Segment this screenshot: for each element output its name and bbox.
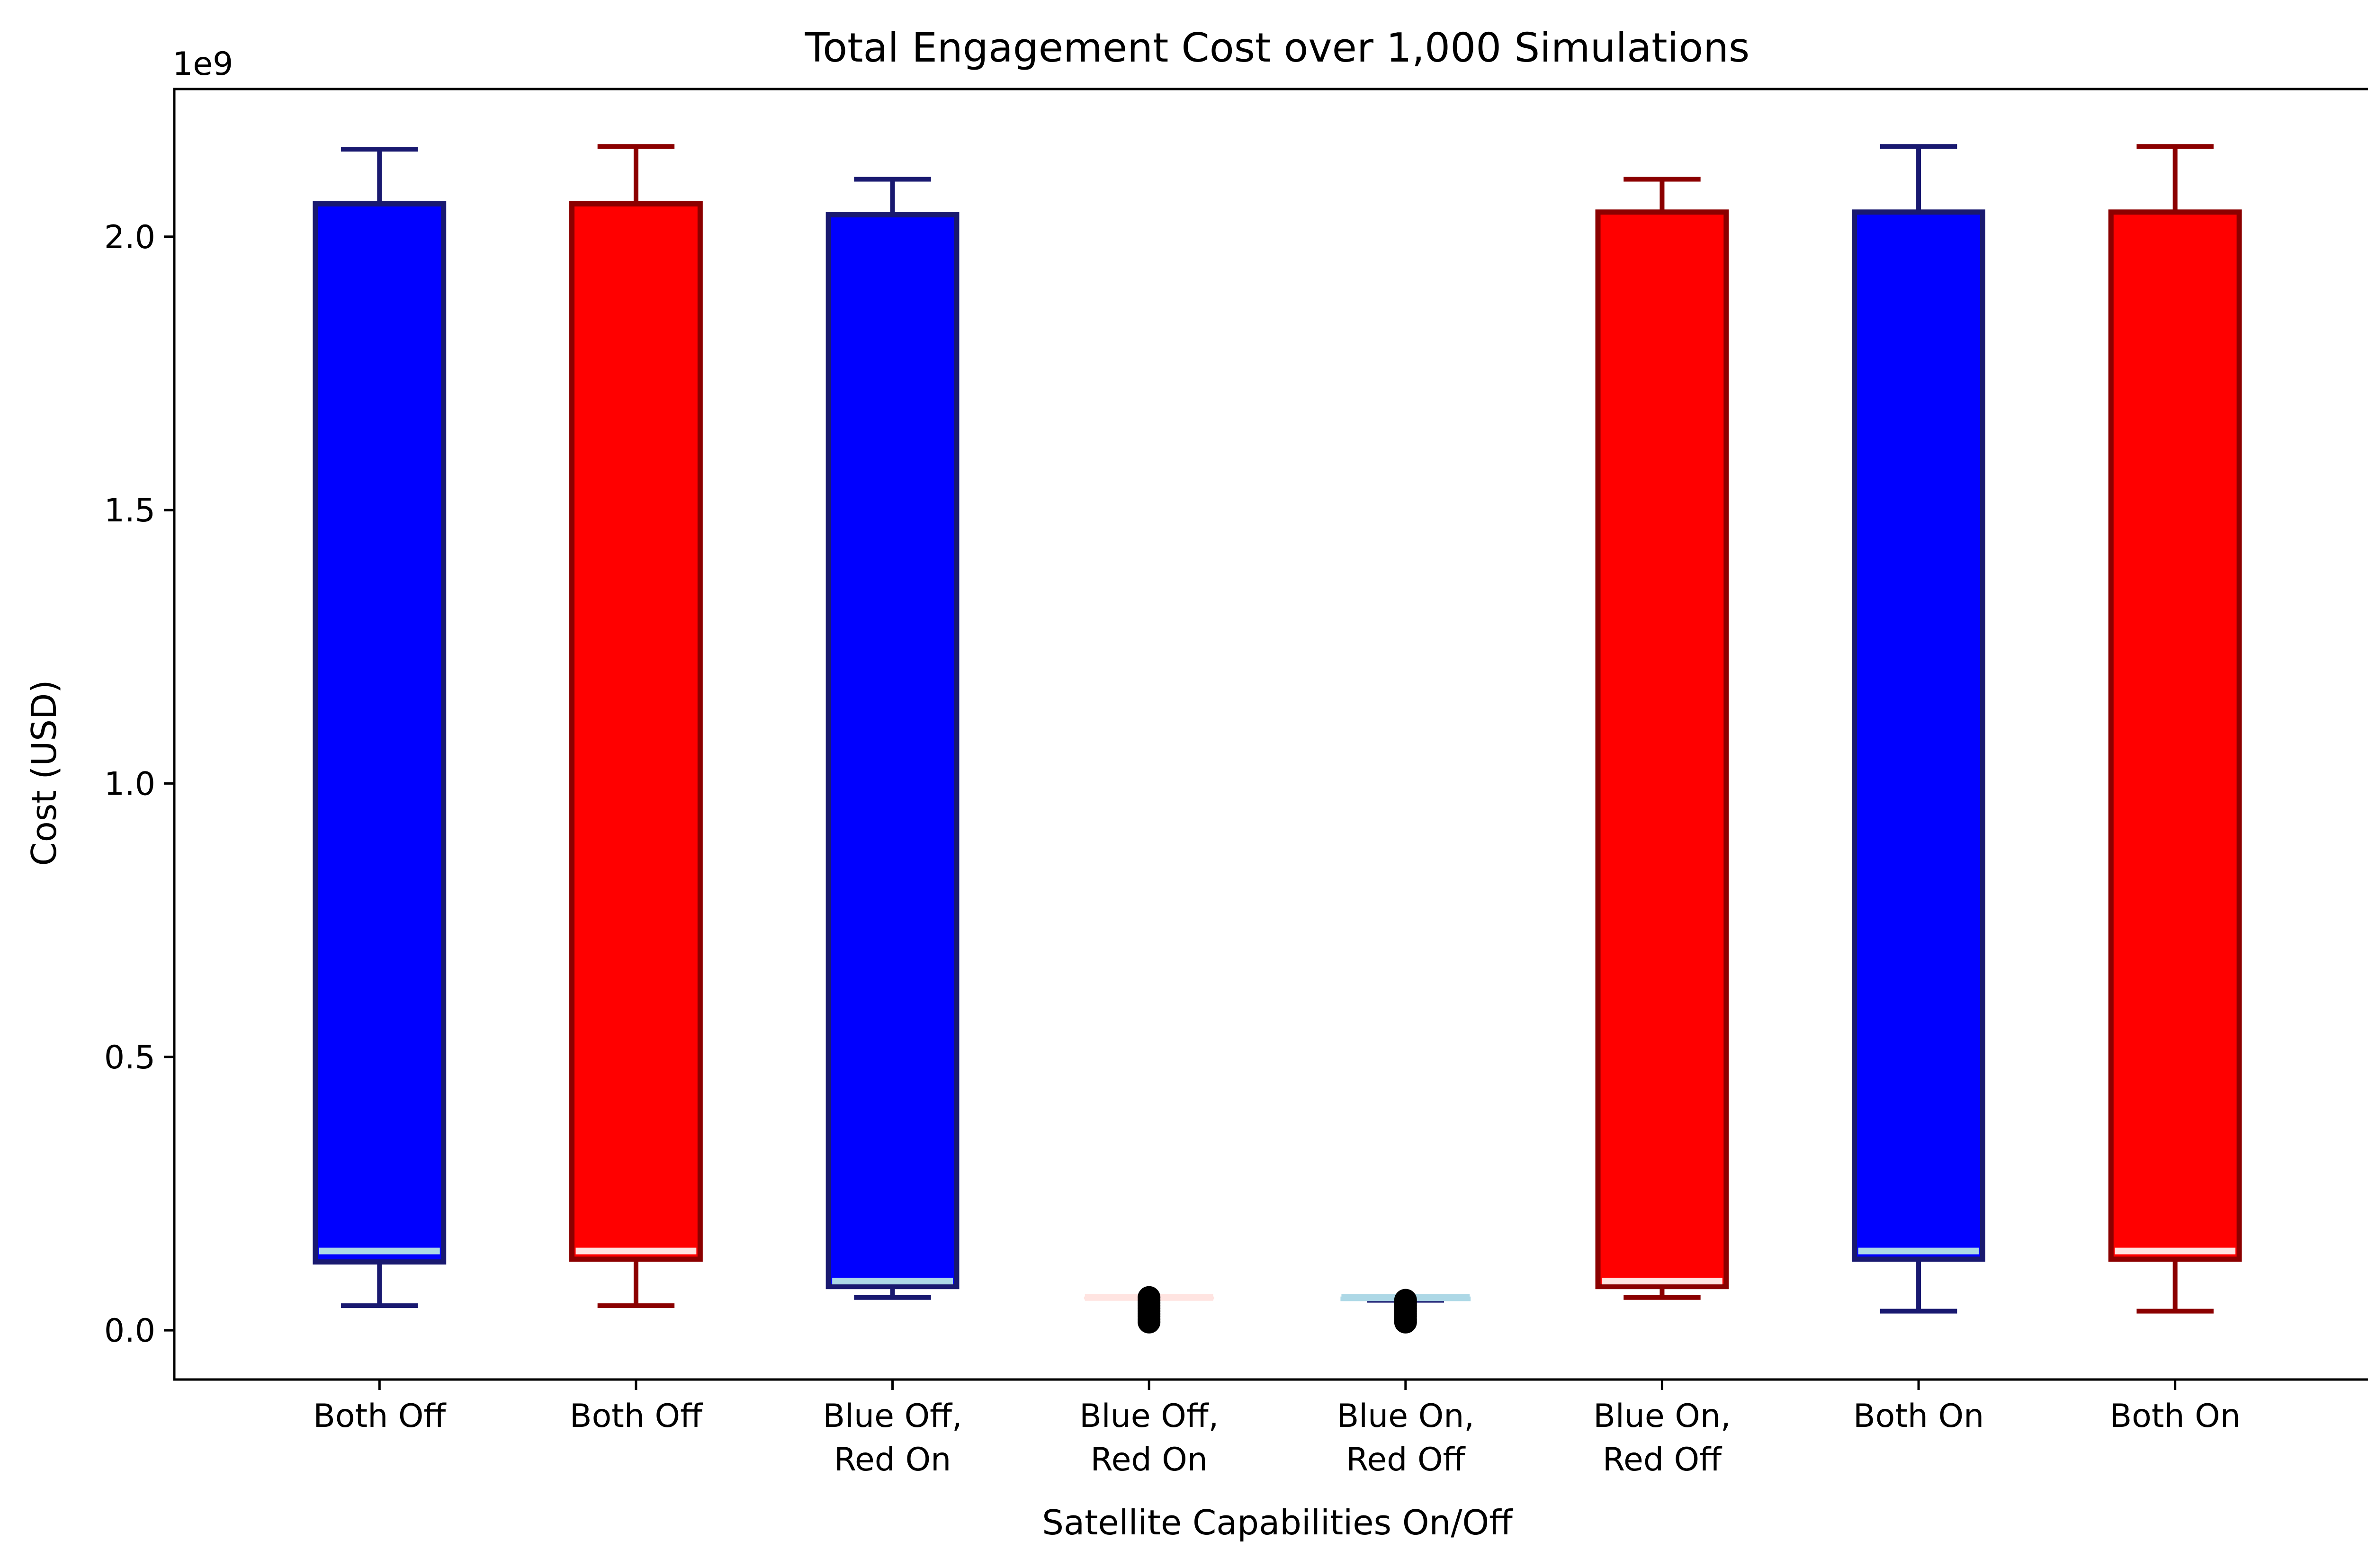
box-body	[2108, 209, 2242, 1262]
box-body	[825, 212, 960, 1290]
box-body	[1595, 209, 1729, 1290]
box-body	[1852, 209, 1985, 1262]
x-tick-label: Blue On, Red Off	[1337, 1398, 1474, 1478]
x-tick-label-line: Red On	[834, 1441, 951, 1478]
x-tick-label-line: Both Off	[313, 1398, 447, 1435]
y-axis-offset-label: 1e9	[172, 45, 233, 83]
x-tick-label-line: Blue Off,	[1079, 1398, 1219, 1435]
x-tick-label: Both On	[1853, 1398, 1984, 1435]
x-tick-label-line: Red Off	[1603, 1441, 1722, 1478]
x-tick-label: Both Off	[313, 1398, 447, 1435]
box-body	[313, 201, 447, 1265]
x-tick-label-line: Blue On,	[1337, 1398, 1474, 1435]
box-body	[569, 201, 703, 1262]
y-tick-label: 0.5	[104, 1039, 155, 1076]
y-tick-label: 2.0	[104, 219, 155, 256]
x-tick-label-line: Blue On,	[1593, 1398, 1731, 1435]
x-tick-label: Both On	[2110, 1398, 2241, 1435]
x-axis-label: Satellite Capabilities On/Off	[1042, 1503, 1513, 1542]
plot-area: 0.0 0.5 1.0 1.5 2.0 Both Off Both Off Blue Off,…	[104, 144, 2242, 1478]
x-tick-label: Blue Off, Red On	[823, 1398, 962, 1478]
x-tick-label: Blue On, Red Off	[1593, 1398, 1731, 1478]
axes-frame	[173, 88, 2368, 1381]
x-tick-label-line: Red Off	[1346, 1441, 1466, 1478]
y-tick-label: 1.5	[104, 492, 155, 529]
x-tick-label: Blue Off, Red On	[1079, 1398, 1219, 1478]
x-tick-label-line: Red On	[1090, 1441, 1207, 1478]
x-tick-label-line: Both On	[2110, 1398, 2241, 1435]
x-tick-label-line: Both Off	[570, 1398, 703, 1435]
chart-title: Total Engagement Cost over 1,000 Simulat…	[805, 25, 1750, 72]
x-tick-label: Both Off	[570, 1398, 703, 1435]
y-axis-label: Cost (USD)	[24, 680, 64, 866]
x-tick-label-line: Blue Off,	[823, 1398, 962, 1435]
outlier-point	[1394, 1289, 1417, 1312]
x-tick-label-line: Both On	[1853, 1398, 1984, 1435]
outlier-point	[1138, 1286, 1161, 1309]
y-tick-label: 0.0	[104, 1312, 155, 1350]
y-tick-label: 1.0	[104, 765, 155, 803]
